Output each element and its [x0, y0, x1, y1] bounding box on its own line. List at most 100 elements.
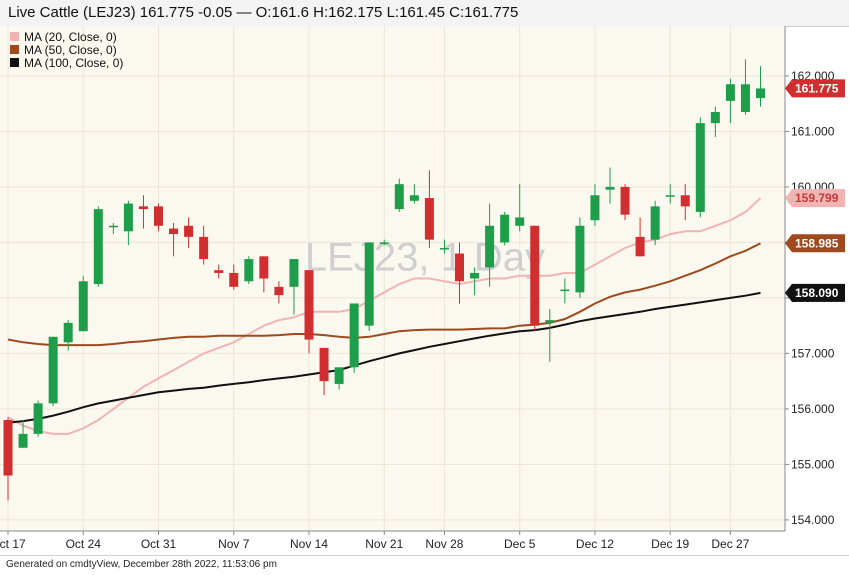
- x-tick-label: Nov 21: [365, 537, 403, 551]
- candle-body: [665, 195, 675, 197]
- candle: [33, 400, 43, 437]
- candle: [424, 170, 434, 248]
- x-tick-label: Nov 28: [425, 537, 463, 551]
- candle-body: [154, 206, 163, 226]
- x-tick-label: Oct 17: [0, 537, 26, 551]
- candle: [605, 167, 615, 204]
- candle-body: [545, 320, 555, 323]
- candle-body: [470, 272, 480, 279]
- candle-body: [485, 225, 495, 268]
- candle-body: [605, 186, 615, 190]
- candle: [500, 211, 510, 246]
- candle-body: [439, 247, 449, 250]
- candle-body: [48, 336, 58, 404]
- candle: [515, 184, 525, 232]
- candle: [710, 106, 720, 137]
- candle-body: [530, 225, 540, 326]
- generated-timestamp: Generated on cmdtyView, December 28th 20…: [6, 559, 277, 570]
- legend: MA (20, Close, 0)MA (50, Close, 0)MA (10…: [10, 30, 123, 70]
- candle: [665, 184, 675, 204]
- moving-average-lines: [7, 197, 762, 435]
- candle: [364, 242, 374, 332]
- candle-body: [33, 403, 43, 434]
- candle-body: [455, 253, 464, 282]
- candle-body: [289, 259, 299, 287]
- chart-title: Live Cattle (LEJ23) 161.775 -0.05 — O:16…: [8, 4, 519, 21]
- y-tick-label: 155.000: [791, 457, 835, 471]
- x-tick-label: Oct 31: [141, 537, 177, 551]
- candle-body: [394, 184, 404, 210]
- candle: [740, 59, 750, 115]
- candle: [485, 203, 495, 287]
- axes: 154.000155.000156.000157.000158.000159.0…: [0, 26, 835, 551]
- candle-body: [756, 88, 765, 99]
- ma-1-tag-text: 159.799: [795, 191, 839, 205]
- ma-1-tag-bg: [785, 189, 845, 208]
- candle-body: [590, 195, 600, 221]
- x-tick-label: Nov 7: [218, 537, 250, 551]
- candle: [138, 195, 148, 229]
- candle: [123, 200, 133, 246]
- candles: [3, 59, 765, 501]
- last-price-tag-text: 161.775: [795, 81, 839, 95]
- candle: [199, 225, 209, 265]
- y-tick-label: 156.000: [791, 402, 835, 416]
- last-price-tag-bg: [785, 79, 845, 98]
- candle: [409, 184, 419, 204]
- ma-line-3: [7, 291, 761, 424]
- ma-3-tag-text: 158.090: [795, 286, 839, 300]
- candle: [560, 278, 570, 304]
- candle-body: [319, 347, 329, 382]
- candle-body: [214, 270, 224, 273]
- candle-body: [409, 195, 419, 201]
- candle-body: [138, 206, 148, 210]
- ma-line-2: [7, 242, 761, 347]
- candle-body: [18, 433, 28, 448]
- candle-body: [710, 112, 720, 124]
- y-tick-label: 154.000: [791, 513, 835, 527]
- candle-body: [78, 281, 88, 332]
- candle: [575, 217, 585, 298]
- candlestick-chart[interactable]: LEJ23, 1 Day 154.000155.000156.000157.00…: [0, 26, 849, 555]
- candle-body: [274, 286, 284, 296]
- candle: [620, 184, 630, 221]
- candle: [3, 417, 13, 501]
- candle-body: [635, 236, 645, 257]
- candle-body: [304, 270, 314, 340]
- candle-body: [199, 236, 209, 260]
- chart-title-bar: Live Cattle (LEJ23) 161.775 -0.05 — O:16…: [0, 0, 849, 27]
- candle: [63, 320, 73, 351]
- candle: [334, 367, 344, 390]
- price-labels: 161.775 159.799 158.985 158.090: [785, 79, 845, 302]
- legend-label: MA (20, Close, 0): [24, 30, 117, 44]
- candle-body: [108, 225, 118, 228]
- candle: [274, 281, 284, 304]
- candle-body: [620, 186, 630, 215]
- candle: [756, 66, 765, 107]
- candle-body: [93, 209, 103, 285]
- ma-2-tag-bg: [785, 234, 845, 253]
- candle-body: [725, 84, 735, 101]
- candle-body: [680, 195, 690, 207]
- candle: [635, 217, 645, 257]
- candle-body: [184, 225, 194, 237]
- candle: [455, 242, 464, 304]
- legend-label: MA (50, Close, 0): [24, 43, 117, 57]
- candle: [590, 184, 600, 226]
- candle: [650, 200, 660, 246]
- candle-body: [364, 242, 374, 326]
- candle: [184, 217, 194, 248]
- ma-2-tag: 158.985: [785, 234, 845, 253]
- candle-body: [63, 322, 73, 343]
- candle: [154, 203, 163, 232]
- candle: [439, 239, 449, 254]
- candle-body: [349, 303, 359, 368]
- candle: [18, 420, 28, 448]
- y-tick-label: 161.000: [791, 124, 835, 138]
- candle-body: [695, 123, 705, 212]
- candle: [680, 184, 690, 221]
- x-tick-label: Oct 24: [66, 537, 102, 551]
- ma-line-1: [7, 197, 762, 435]
- candle: [78, 275, 88, 332]
- candle: [304, 270, 314, 354]
